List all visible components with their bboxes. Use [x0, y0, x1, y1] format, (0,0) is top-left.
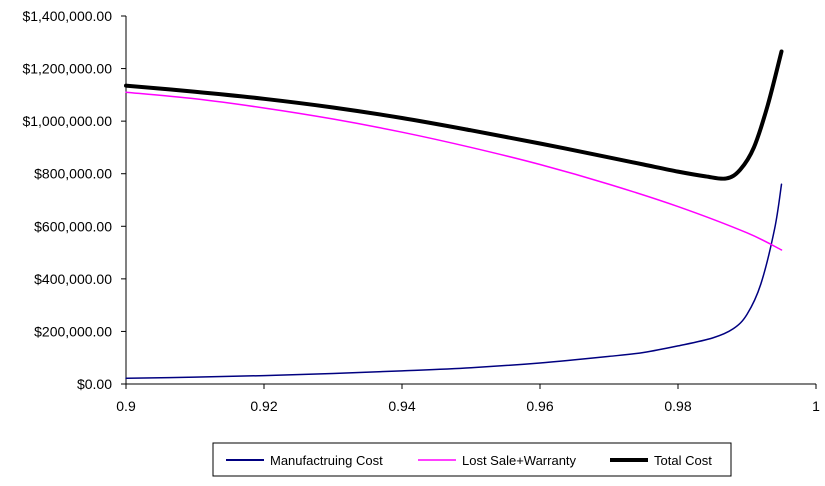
x-tick-label: 0.92	[250, 398, 277, 414]
series-lines	[124, 49, 784, 379]
x-tick-label: 1	[812, 398, 820, 414]
y-tick-label: $600,000.00	[34, 218, 112, 234]
y-axis: $0.00 $200,000.00 $400,000.00 $600,000.00 $8…	[22, 8, 127, 392]
x-tick-label: 0.96	[526, 398, 553, 414]
x-axis: 0.9 0.92 0.94 0.96 0.98 1	[116, 383, 820, 414]
y-tick-label: $1,000,000.00	[22, 113, 112, 129]
legend-label-manufacturing-cost: Manufactruing Cost	[270, 453, 383, 468]
y-tick-label: $800,000.00	[34, 166, 112, 182]
legend: Manufactruing Cost Lost Sale+Warranty To…	[212, 442, 732, 477]
x-tick-label: 0.98	[664, 398, 691, 414]
series-line-lost-sale-warranty	[125, 91, 783, 251]
series-line-total-cost	[124, 49, 784, 181]
y-tick-label: $0.00	[77, 376, 112, 392]
y-tick-label: $400,000.00	[34, 271, 112, 287]
series-line-manufacturing-cost	[125, 183, 783, 379]
x-tick-label: 0.94	[388, 398, 415, 414]
legend-label-lost-sale-warranty: Lost Sale+Warranty	[462, 453, 577, 468]
legend-label-total-cost: Total Cost	[654, 453, 712, 468]
y-tick-label: $1,400,000.00	[22, 8, 112, 24]
x-tick-label: 0.9	[116, 398, 136, 414]
y-tick-label: $200,000.00	[34, 323, 112, 339]
y-tick-label: $1,200,000.00	[22, 61, 112, 77]
